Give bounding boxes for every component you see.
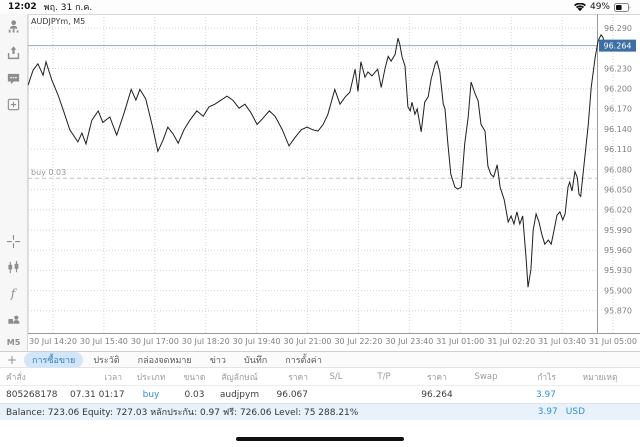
time-tick-label: 30 Jul 17:00: [131, 337, 179, 346]
svg-text:f: f: [10, 287, 18, 301]
battery-icon: [614, 2, 632, 12]
crosshair-icon[interactable]: [6, 234, 21, 249]
clock: 12:02: [8, 2, 37, 12]
account-summary-row: Balance: 723.06 Equity: 727.03 หลักประกั…: [0, 403, 640, 420]
price-tick-label: 95.870: [604, 307, 632, 316]
price-tick-label: 96.050: [604, 185, 632, 194]
time-tick-label: 30 Jul 23:40: [385, 337, 433, 346]
price-tick-label: 96.170: [604, 105, 632, 114]
price-tick-label: 95.960: [604, 246, 632, 255]
cell-10: 3.97: [535, 389, 556, 400]
price-tick-label: 95.930: [604, 266, 632, 275]
objects-icon[interactable]: [6, 312, 21, 327]
buy-position-label: buy 0.03: [31, 168, 66, 177]
tab-2[interactable]: กล่องจดหมาย: [137, 355, 192, 366]
col-header-2: ประเภท: [136, 372, 166, 383]
indicators-icon[interactable]: f: [6, 286, 21, 301]
timeframe-button[interactable]: M5: [6, 338, 21, 347]
new-order-button[interactable]: +: [6, 352, 18, 367]
current-price-badge-text: 96.264: [604, 42, 632, 51]
price-line-series: [28, 34, 609, 288]
account-currency: USD: [565, 407, 585, 417]
tab-0[interactable]: การซื้อขาย: [24, 351, 84, 368]
col-header-4: สัญลักษณ์: [221, 372, 258, 383]
col-header-9: Swap: [474, 371, 498, 382]
battery-percent: 49%: [589, 2, 610, 12]
chart-canvas[interactable]: 96.29096.26096.23096.20096.17096.14096.1…: [28, 14, 640, 351]
new-window-icon[interactable]: [6, 97, 21, 112]
price-tick-label: 96.140: [604, 125, 632, 134]
tab-4[interactable]: บันทึก: [243, 355, 268, 366]
cell-3: 0.03: [184, 389, 205, 400]
orders-table-header: คำสั่ง เวลา ประเภท ขนาด สัญลักษณ์ ราคา S/L T/P ร…: [0, 368, 640, 386]
open-position-row[interactable]: 805268178 07.31 01:17 buy 0.03 audjpym 96.067…: [0, 386, 640, 403]
price-tick-label: 96.200: [604, 85, 632, 94]
price-tick-label: 96.110: [604, 145, 632, 154]
cell-8: 96.264: [421, 389, 453, 400]
time-tick-label: 31 Jul 01:00: [436, 337, 484, 346]
time-tick-label: 31 Jul 02:20: [487, 337, 535, 346]
col-header-3: ขนาด: [183, 372, 206, 383]
tab-5[interactable]: การตั้งค่า: [285, 355, 322, 366]
panel-tabs: + การซื้อขาย ประวัติ กล่องจดหมาย ข่าว บันทึก…: [0, 351, 640, 368]
price-tick-label: 96.290: [604, 24, 632, 33]
col-header-1: เวลา: [104, 372, 122, 383]
time-tick-label: 31 Jul 03:40: [538, 337, 586, 346]
cell-5: 96.067: [276, 389, 309, 400]
col-header-11: หมายเหตุ: [582, 372, 618, 383]
col-header-8: ราคา: [427, 372, 447, 383]
cell-1: 07.31 01:17: [70, 389, 125, 400]
time-tick-label: 30 Jul 22:20: [334, 337, 382, 346]
home-indicator[interactable]: [236, 436, 404, 441]
cell-0: 805268178: [6, 389, 58, 400]
time-tick-label: 30 Jul 21:00: [284, 337, 332, 346]
date-label: พฤ. 31 ก.ค.: [43, 3, 93, 13]
chart-symbol-label: AUDJPYm, M5: [31, 17, 86, 26]
account-summary-text: Balance: 723.06 Equity: 727.03 หลักประกั…: [6, 408, 359, 418]
floating-profit-value: 3.97: [537, 407, 558, 417]
price-tick-label: 96.230: [604, 64, 632, 73]
chart-type-icon[interactable]: [6, 260, 21, 275]
col-header-6: S/L: [329, 371, 343, 382]
wifi-icon: [573, 2, 586, 12]
cell-2: buy: [142, 389, 160, 400]
trade-panel: + การซื้อขาย ประวัติ กล่องจดหมาย ข่าว บันทึก…: [0, 351, 640, 447]
price-tick-label: 95.990: [604, 226, 632, 235]
time-tick-label: 30 Jul 19:40: [233, 337, 281, 346]
price-tick-label: 95.900: [604, 286, 632, 295]
time-tick-label: 30 Jul 15:40: [80, 337, 128, 346]
col-header-5: ราคา: [288, 372, 308, 383]
time-tick-label: 31 Jul 05:00: [589, 337, 637, 346]
account-stats-icon[interactable]: [6, 19, 21, 34]
share-up-icon[interactable]: [6, 45, 21, 60]
tab-3[interactable]: ข่าว: [209, 355, 226, 366]
col-header-0: คำสั่ง: [6, 372, 26, 383]
price-chart[interactable]: 96.29096.26096.23096.20096.17096.14096.1…: [28, 14, 640, 351]
left-toolbar: f M5: [0, 14, 28, 351]
price-tick-label: 96.080: [604, 165, 632, 174]
col-header-10: กำไร: [537, 372, 556, 383]
chat-icon[interactable]: [6, 71, 21, 86]
price-tick-label: 96.020: [604, 206, 632, 215]
status-bar: 12:02 พฤ. 31 ก.ค. 49%: [0, 0, 640, 14]
current-price-badge: [599, 39, 636, 52]
time-tick-label: 30 Jul 18:20: [182, 337, 230, 346]
col-header-7: T/P: [377, 371, 391, 382]
time-tick-label: 30 Jul 14:20: [29, 337, 77, 346]
cell-4: audjpym: [219, 389, 260, 400]
tab-1[interactable]: ประวัติ: [93, 355, 120, 366]
